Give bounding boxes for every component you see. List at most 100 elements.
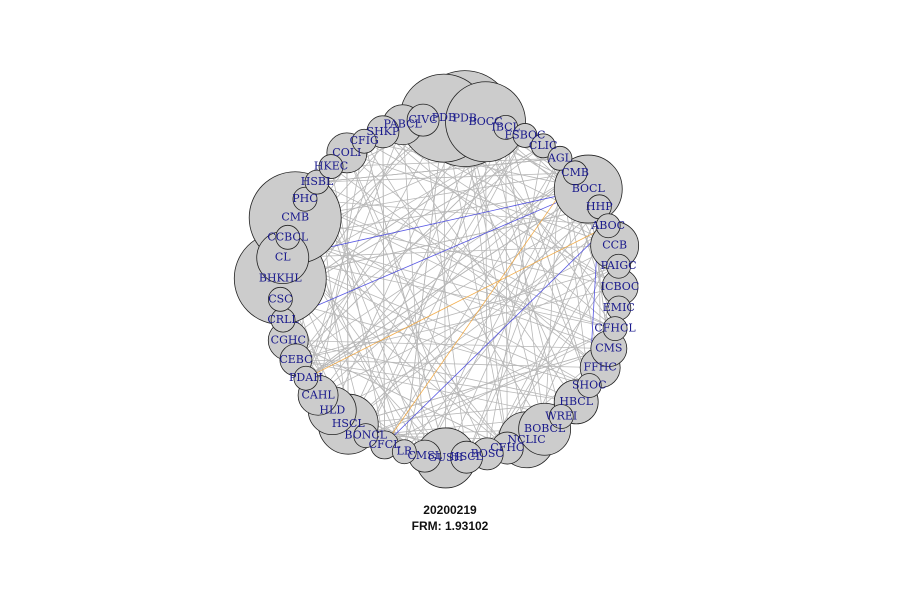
node-label-boncl: BONCL bbox=[344, 429, 387, 442]
node-circle bbox=[292, 186, 318, 212]
edge bbox=[424, 177, 573, 457]
edge bbox=[288, 257, 616, 330]
caption-date: 20200219 bbox=[423, 503, 477, 517]
node-label-bocc: BOCC bbox=[468, 115, 502, 128]
node-circle bbox=[602, 316, 628, 342]
node-label-ibcl: IBCL bbox=[491, 120, 520, 133]
node-label-cmsl: CMSL bbox=[408, 449, 443, 462]
edge bbox=[403, 123, 446, 452]
edge bbox=[294, 217, 504, 445]
node-label-cfcl: CFCL bbox=[369, 438, 401, 451]
node-label-pdb: PDB bbox=[432, 111, 456, 124]
node-circle bbox=[351, 128, 377, 154]
highlighted-edge-cmb-cfcl bbox=[384, 172, 576, 446]
node-label-hsbl: HSBL bbox=[301, 175, 334, 188]
edge bbox=[347, 126, 484, 425]
node-label-nclic: NCLIC bbox=[508, 433, 546, 446]
node-label-hscl: HSCL bbox=[450, 450, 484, 463]
edge bbox=[384, 162, 558, 446]
node-circle bbox=[562, 160, 588, 186]
edge bbox=[331, 123, 463, 411]
edge bbox=[426, 158, 561, 452]
node-clic bbox=[530, 133, 556, 159]
edge bbox=[285, 206, 600, 279]
node-circle bbox=[450, 440, 483, 474]
node-circle bbox=[595, 213, 621, 239]
node-label-wrei: WREI bbox=[545, 410, 577, 423]
edge bbox=[466, 177, 574, 458]
edge bbox=[422, 120, 468, 452]
node-label-fsboc: FSBOC bbox=[505, 128, 546, 141]
edge bbox=[542, 145, 617, 304]
node-label-hhp: HHP bbox=[586, 200, 613, 213]
edge bbox=[293, 339, 577, 403]
node-circle bbox=[275, 224, 301, 250]
edge bbox=[464, 118, 528, 435]
edge bbox=[322, 172, 576, 185]
node-circle bbox=[576, 373, 602, 398]
node-label-csc: CSC bbox=[268, 292, 292, 305]
node-phc bbox=[292, 186, 318, 212]
node-label-clic: CLIC bbox=[529, 139, 557, 152]
edge bbox=[447, 172, 576, 453]
node-circle bbox=[391, 439, 417, 465]
edge bbox=[304, 198, 603, 228]
edge bbox=[282, 257, 572, 400]
node-hsbl bbox=[304, 169, 330, 195]
node-agl bbox=[547, 145, 573, 171]
node-label-shoc: SHOC bbox=[572, 379, 607, 392]
edge bbox=[365, 132, 504, 436]
edge bbox=[489, 225, 609, 450]
node-label-shkp: SHKP bbox=[367, 125, 400, 138]
node-label-cmb: CMB bbox=[561, 166, 589, 179]
node-label-hbcl: HBCL bbox=[559, 395, 593, 408]
node-paigc bbox=[606, 253, 632, 279]
node-label-agl: AGL bbox=[547, 151, 573, 164]
node-circle bbox=[304, 169, 330, 195]
highlighted-edge-aboc-pdah bbox=[305, 225, 609, 379]
node-label-pabcl: PABCL bbox=[383, 118, 422, 131]
node-label-cfhcl: CFHCL bbox=[594, 322, 636, 335]
node-cmb bbox=[562, 160, 588, 186]
highlighted-edge-bocl-cl bbox=[282, 187, 589, 259]
node-label-lr: LR bbox=[397, 445, 413, 458]
node-label-cebc: CEBC bbox=[279, 353, 312, 366]
node-label-pdah: PDAH bbox=[289, 371, 323, 384]
node-label-ccbcl: CCBCL bbox=[267, 230, 309, 243]
edge bbox=[301, 265, 619, 360]
node-label-pdb: PDB bbox=[453, 112, 477, 125]
node-shoc bbox=[576, 373, 602, 398]
edge bbox=[293, 337, 609, 349]
edge bbox=[443, 123, 508, 449]
node-label-bosc: BOSC bbox=[471, 447, 504, 460]
node-label-ccb: CCB bbox=[602, 239, 627, 252]
edge bbox=[345, 152, 351, 419]
edge bbox=[288, 340, 503, 446]
edge bbox=[464, 118, 509, 443]
node-cfhcl bbox=[602, 316, 628, 342]
highlighted-edge-aboc-cfcl bbox=[384, 225, 609, 446]
node-circle bbox=[293, 365, 319, 391]
node-label-cfig: CFIG bbox=[350, 134, 379, 147]
edge bbox=[485, 121, 588, 381]
edge bbox=[363, 141, 542, 425]
node-circle bbox=[267, 286, 293, 312]
node-wrei bbox=[548, 404, 574, 429]
node-circle bbox=[547, 145, 573, 171]
node-circle bbox=[606, 253, 632, 279]
node-label-hscl: HSCL bbox=[332, 417, 366, 430]
node-label-paigc: PAIGC bbox=[601, 259, 637, 272]
node-label-phc: PHC bbox=[292, 192, 317, 205]
node-label-bhkhl: BHKHL bbox=[259, 271, 302, 284]
edge bbox=[402, 124, 427, 451]
edge bbox=[365, 349, 604, 437]
highlight-edges-layer bbox=[282, 127, 609, 446]
node-label-icboc: ICBOC bbox=[601, 280, 639, 293]
edge bbox=[505, 127, 589, 381]
node-label-hkec: HKEC bbox=[314, 160, 348, 173]
edge bbox=[446, 123, 577, 403]
edge bbox=[322, 157, 560, 184]
node-circle bbox=[548, 404, 574, 429]
edge bbox=[301, 359, 562, 417]
edge bbox=[306, 131, 384, 374]
